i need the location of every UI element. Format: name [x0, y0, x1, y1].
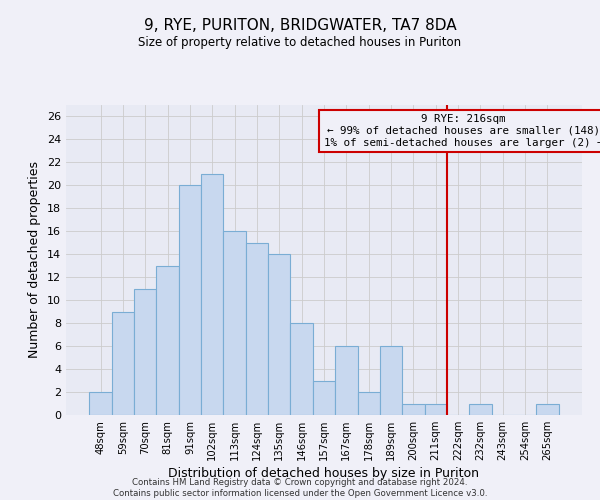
- Y-axis label: Number of detached properties: Number of detached properties: [28, 162, 41, 358]
- Bar: [290, 323, 313, 415]
- Bar: [246, 243, 268, 415]
- X-axis label: Distribution of detached houses by size in Puriton: Distribution of detached houses by size …: [169, 467, 479, 480]
- Bar: [268, 254, 290, 415]
- Text: Size of property relative to detached houses in Puriton: Size of property relative to detached ho…: [139, 36, 461, 49]
- Bar: [157, 266, 179, 415]
- Bar: [112, 312, 134, 415]
- Text: 9 RYE: 216sqm
← 99% of detached houses are smaller (148)
1% of semi-detached hou: 9 RYE: 216sqm ← 99% of detached houses a…: [323, 114, 600, 148]
- Bar: [89, 392, 112, 415]
- Bar: [358, 392, 380, 415]
- Bar: [469, 404, 491, 415]
- Bar: [425, 404, 447, 415]
- Bar: [380, 346, 402, 415]
- Bar: [313, 380, 335, 415]
- Text: 9, RYE, PURITON, BRIDGWATER, TA7 8DA: 9, RYE, PURITON, BRIDGWATER, TA7 8DA: [143, 18, 457, 32]
- Text: Contains HM Land Registry data © Crown copyright and database right 2024.
Contai: Contains HM Land Registry data © Crown c…: [113, 478, 487, 498]
- Bar: [134, 288, 157, 415]
- Bar: [402, 404, 425, 415]
- Bar: [536, 404, 559, 415]
- Bar: [201, 174, 223, 415]
- Bar: [335, 346, 358, 415]
- Bar: [179, 186, 201, 415]
- Bar: [223, 232, 246, 415]
